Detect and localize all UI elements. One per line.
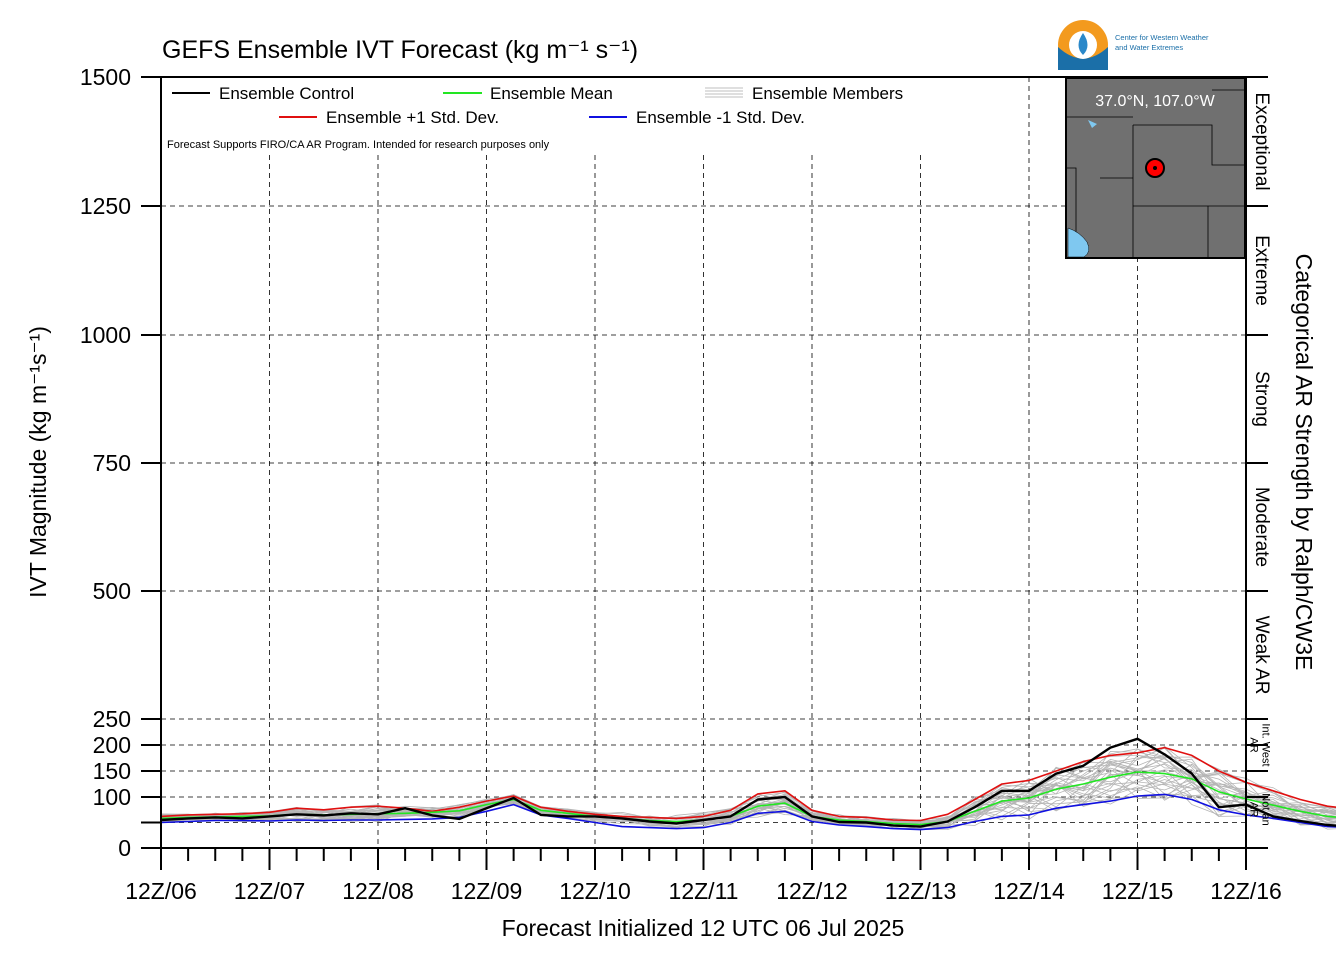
cw3e-logo: Center for Western Weather and Water Ext… <box>1058 20 1209 70</box>
x-tick-label: 12Z/06 <box>125 878 197 904</box>
y-tick-label: 1000 <box>80 322 131 348</box>
category-label: Moderate <box>1251 487 1272 567</box>
svg-text:Center for Western Weather: Center for Western Weather <box>1115 33 1209 42</box>
chart-title: GEFS Ensemble IVT Forecast (kg m⁻¹ s⁻¹) <box>162 36 638 64</box>
x-tick-label: 12Z/11 <box>669 878 739 904</box>
y-tick-label: 1250 <box>80 193 131 219</box>
legend-label-mean: Ensemble Mean <box>490 84 613 103</box>
y-tick-label: 0 <box>118 835 131 861</box>
legend-swatch-members <box>705 87 743 98</box>
category-label: Strong <box>1251 371 1272 427</box>
category-label: Int. WestAR <box>1248 723 1272 766</box>
series-lines <box>160 737 1336 831</box>
series-line-ensemble-1-std-dev- <box>160 793 1336 831</box>
y-axis-label: IVT Magnitude (kg m⁻¹s⁻¹) <box>25 326 51 598</box>
x-tick-label: 12Z/13 <box>885 878 957 904</box>
y-tick-label: 250 <box>93 706 131 732</box>
x-tick-label: 12Z/08 <box>342 878 414 904</box>
x-tick-label: 12Z/14 <box>993 878 1065 904</box>
category-label: Not anAR <box>1248 793 1272 825</box>
grid-lines <box>161 77 1246 848</box>
legend-label-members: Ensemble Members <box>752 84 903 103</box>
ensemble-member-line <box>160 748 1336 827</box>
right-axis-label: Categorical AR Strength by Ralph/CW3E <box>1291 254 1317 671</box>
ensemble-member-line <box>160 769 1336 825</box>
disclaimer-text: Forecast Supports FIRO/CA AR Program. In… <box>167 139 550 151</box>
ensemble-member-line <box>160 760 1336 831</box>
series-line-ensemble-control <box>160 737 1336 828</box>
legend: Ensemble Control Ensemble Mean Ensemble … <box>167 84 903 151</box>
legend-label-control: Ensemble Control <box>219 84 354 103</box>
y-tick-label: 500 <box>93 578 131 604</box>
series-line-ensemble-1-std-dev- <box>160 746 1336 822</box>
series-line-ensemble-mean <box>160 771 1336 826</box>
legend-label-plus-std: Ensemble +1 Std. Dev. <box>326 108 499 127</box>
x-tick-label: 12Z/09 <box>451 878 523 904</box>
category-label: Weak AR <box>1251 616 1272 695</box>
x-tick-label: 12Z/10 <box>559 878 631 904</box>
category-axis: Exceptional Extreme Strong Moderate Weak AR I… <box>1246 76 1272 849</box>
y-tick-label: 750 <box>93 450 131 476</box>
y-tick-label: 150 <box>93 758 131 784</box>
x-tick-label: 12Z/15 <box>1102 878 1174 904</box>
svg-text:and Water Extremes: and Water Extremes <box>1115 43 1183 52</box>
category-label: Exceptional <box>1251 92 1272 190</box>
location-map-inset: 37.0°N, 107.0°W <box>1065 77 1246 259</box>
legend-label-minus-std: Ensemble -1 Std. Dev. <box>636 108 805 127</box>
y-tick-label: 1500 <box>80 64 131 90</box>
category-label: Extreme <box>1251 235 1272 306</box>
x-axis-label: Forecast Initialized 12 UTC 06 Jul 2025 <box>502 915 905 941</box>
ensemble-member-line <box>160 770 1336 826</box>
y-tick-label: 100 <box>93 784 131 810</box>
y-tick-label: 200 <box>93 732 131 758</box>
x-tick-label: 12Z/16 <box>1210 878 1282 904</box>
x-tick-label: 12Z/12 <box>776 878 848 904</box>
location-label: 37.0°N, 107.0°W <box>1095 93 1215 110</box>
x-tick-label: 12Z/07 <box>234 878 306 904</box>
ensemble-member-line <box>160 762 1336 826</box>
